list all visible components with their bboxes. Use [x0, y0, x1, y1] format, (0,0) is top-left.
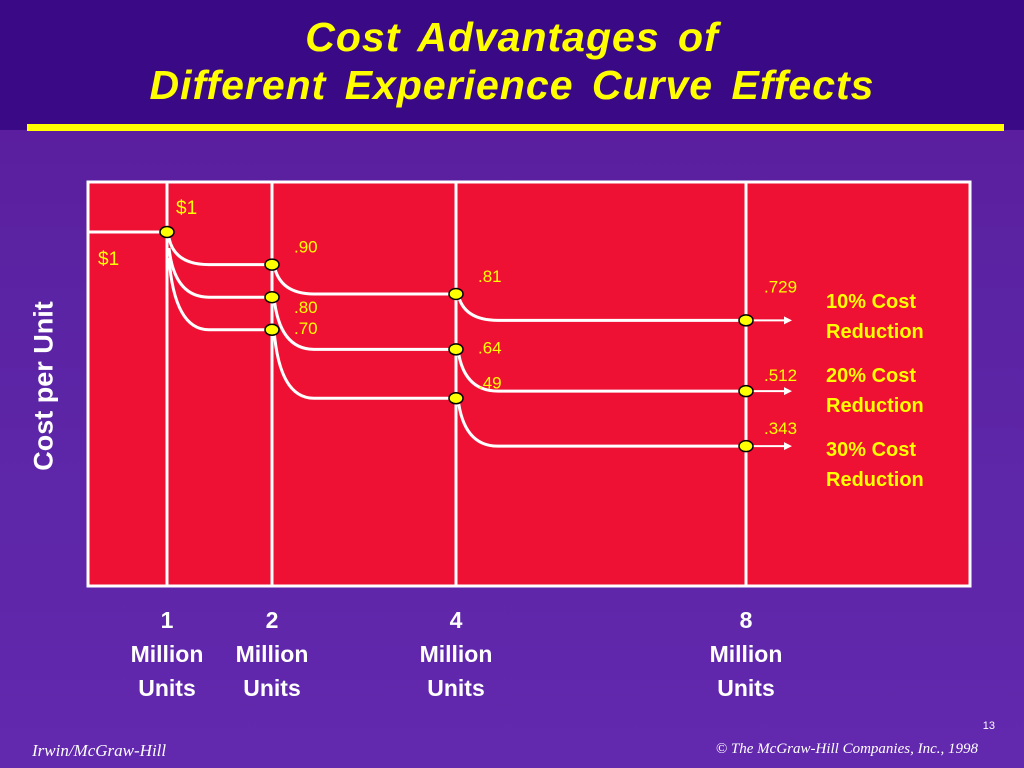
data-label-s2-x2: .80 [294, 298, 318, 317]
series-arrowhead-3 [784, 442, 792, 451]
data-point-s2-x4 [448, 343, 464, 356]
page-number: 13 [982, 720, 995, 732]
data-point-s2-x8 [738, 384, 754, 398]
legend-label-3-line1: 30% Cost [826, 439, 916, 461]
plot-area [86, 180, 972, 588]
start-label-left: $1 [98, 249, 119, 270]
slide-title-line1: Cost Advantages of [305, 14, 719, 60]
data-label-s2-x4: .64 [478, 338, 502, 357]
data-label-s1-x2: .90 [294, 238, 318, 257]
series-arrowhead-2 [784, 387, 792, 396]
data-point-s3-x2 [264, 323, 280, 337]
legend-label-3-line2: Reduction [826, 469, 924, 491]
data-point-s2-x2 [264, 290, 280, 304]
data-point-s3-x8 [738, 439, 754, 453]
y-axis-label: Cost per Unit [28, 301, 59, 471]
data-label-s2-x8: .512 [764, 366, 797, 385]
title-underline [27, 124, 1004, 131]
title-band [0, 0, 1024, 130]
legend-label-1-line2: Reduction [826, 321, 924, 343]
x-tick-label-2: 2 Million Units [235, 607, 309, 701]
data-point-s1-x8 [738, 314, 754, 327]
data-label-s1-x8: .729 [764, 277, 797, 296]
legend-label-2-line1: 20% Cost [826, 365, 916, 387]
data-label-s3-x2: .70 [294, 319, 318, 338]
legend-label-2-line2: Reduction [826, 395, 924, 417]
data-point-s3-x4 [448, 392, 464, 405]
data-point-s1-x4 [448, 287, 464, 301]
series-line-3 [167, 257, 746, 448]
x-tick-label-4: 4 Million Units [419, 607, 493, 701]
series-line-2 [167, 247, 746, 393]
footer-publisher: Irwin/McGraw-Hill [32, 741, 167, 760]
x-tick-label-8: 8 Million Units [709, 607, 783, 701]
footer-copyright: © The McGraw-Hill Companies, Inc., 1998 [715, 741, 978, 757]
start-label-top: $1 [176, 198, 197, 219]
x-tick-label-1: 1 Million Units [130, 607, 204, 701]
data-point-s1-x2 [264, 258, 280, 271]
data-label-s3-x4: .49 [478, 373, 502, 392]
series-line-1 [167, 237, 746, 322]
legend-label-1-line1: 10% Cost [826, 291, 916, 313]
slide-title-line2: Different Experience Curve Effects [149, 62, 875, 108]
data-label-s3-x8: .343 [764, 419, 797, 438]
data-point-start [159, 225, 175, 239]
data-label-s1-x4: .81 [478, 267, 502, 286]
series-arrowhead-1 [784, 316, 792, 325]
